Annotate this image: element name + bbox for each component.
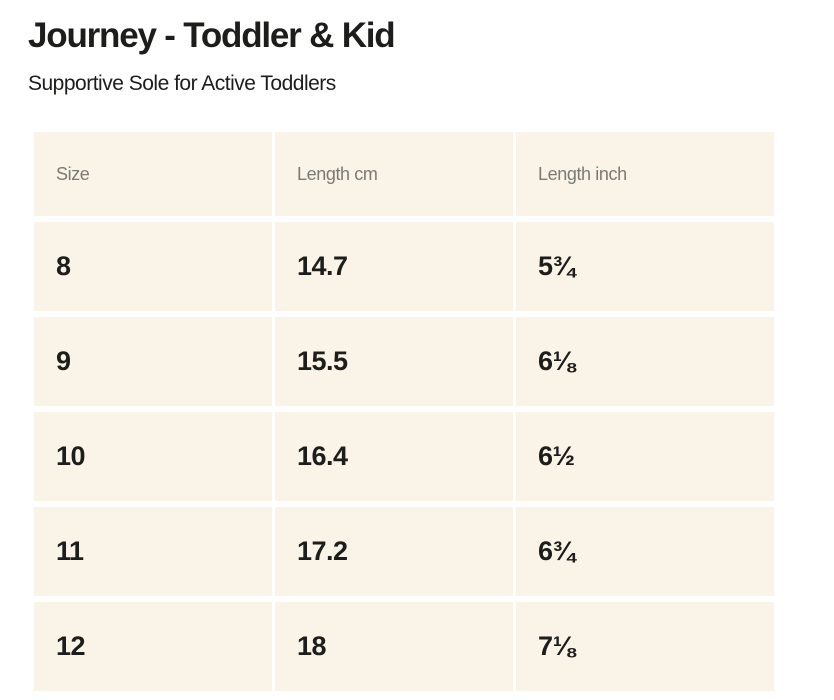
cell-size: 10 — [34, 412, 272, 501]
table-row: 11 17.2 6¾ — [34, 507, 774, 596]
header-length-cm: Length cm — [275, 132, 513, 216]
size-chart-table: Size Length cm Length inch 8 14.7 5¾ 9 1… — [31, 126, 777, 697]
cell-length-inch: 6⅛ — [516, 317, 774, 406]
page-subtitle: Supportive Sole for Active Toddlers — [28, 72, 336, 95]
table-row: 9 15.5 6⅛ — [34, 317, 774, 406]
cell-length-cm: 17.2 — [275, 507, 513, 596]
cell-length-cm: 16.4 — [275, 412, 513, 501]
cell-size: 12 — [34, 602, 272, 691]
table-row: 8 14.7 5¾ — [34, 222, 774, 311]
cell-length-cm: 14.7 — [275, 222, 513, 311]
page-title: Journey - Toddler & Kid — [28, 16, 396, 55]
table-header-row: Size Length cm Length inch — [34, 132, 774, 216]
table-row: 10 16.4 6½ — [34, 412, 774, 501]
cell-length-cm: 15.5 — [275, 317, 513, 406]
header-length-inch: Length inch — [516, 132, 774, 216]
table-row: 12 18 7⅛ — [34, 602, 774, 691]
cell-length-inch: 6¾ — [516, 507, 774, 596]
header-size: Size — [34, 132, 272, 216]
cell-length-inch: 5¾ — [516, 222, 774, 311]
cell-size: 9 — [34, 317, 272, 406]
cell-size: 11 — [34, 507, 272, 596]
cell-length-cm: 18 — [275, 602, 513, 691]
cell-length-inch: 6½ — [516, 412, 774, 501]
cell-size: 8 — [34, 222, 272, 311]
cell-length-inch: 7⅛ — [516, 602, 774, 691]
